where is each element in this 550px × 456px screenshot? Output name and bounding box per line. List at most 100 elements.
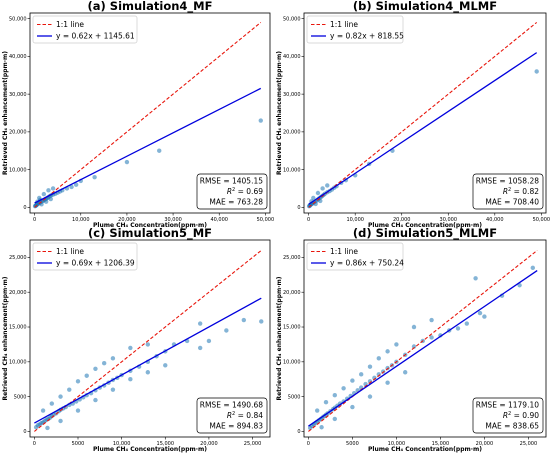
chart-a-xlabel: Plume CH₄ Concentration(ppm·m) xyxy=(93,222,207,229)
chart-d-point-56 xyxy=(319,425,324,430)
chart-a-stats-r2-symbol: R xyxy=(227,187,232,196)
chart-c-ytick-label-2: 10,000 xyxy=(9,360,27,366)
chart-d-stats-box xyxy=(472,397,544,434)
chart-a-point-33 xyxy=(46,188,51,193)
chart-a-legend-box xyxy=(32,15,138,44)
chart-c-point-46 xyxy=(67,387,72,392)
chart-c-point-37 xyxy=(197,345,203,351)
chart-d-ytick-label-5: 25,000 xyxy=(283,255,301,261)
chart-d-point-43 xyxy=(530,265,535,271)
chart-d-point-50 xyxy=(367,364,373,369)
chart-d-stats-mae: MAE = 838.65 xyxy=(485,422,539,431)
chart-c-point-61 xyxy=(163,363,168,368)
chart-b-fit-line xyxy=(308,52,538,205)
chart-a-stats-r2-exponent: 2 xyxy=(232,187,235,193)
chart-a-ytick-label-2: 20,000 xyxy=(9,130,27,136)
chart-d-ylabel: Retrieved CH₄ enhancement(ppm·m) xyxy=(276,276,283,400)
chart-a-point-24 xyxy=(69,184,74,190)
chart-c-ylabel: Retrieved CH₄ enhancement(ppm·m) xyxy=(2,276,9,400)
chart-d-point-51 xyxy=(376,356,381,361)
chart-d-point-46 xyxy=(332,393,337,398)
chart-c-point-52 xyxy=(128,345,133,351)
chart-b-one-to-one-line xyxy=(308,22,538,208)
chart-b-stats-r2-symbol: R xyxy=(503,187,508,196)
chart-c-point-43 xyxy=(40,408,46,413)
chart-a-xtick-label-1: 10,000 xyxy=(72,217,90,223)
chart-c-stats-box xyxy=(196,397,268,434)
chart-b-xtick-label-4: 40,000 xyxy=(486,217,504,223)
chart-a-ytick-label-4: 40,000 xyxy=(9,54,27,60)
chart-d-xtick-label-3: 15,000 xyxy=(432,441,450,447)
chart-a-ytick-label-0: 0 xyxy=(23,205,26,211)
chart-a-xtick-label-5: 50,000 xyxy=(257,217,275,223)
chart-c-point-38 xyxy=(197,321,203,326)
chart-b-stats-box xyxy=(472,173,544,210)
chart-b-ytick-label-3: 30,000 xyxy=(283,92,301,98)
chart-d-fit-line xyxy=(308,270,538,427)
chart-b-ytick-label-2: 20,000 xyxy=(283,130,301,136)
chart-b-stats-r2-exponent: 2 xyxy=(508,187,511,193)
chart-b-xtick-label-1: 10,000 xyxy=(346,217,364,223)
chart-c-stats-mae: MAE = 894.83 xyxy=(209,422,263,431)
chart-c-xtick-label-4: 20,000 xyxy=(200,441,218,447)
chart-b-point-27 xyxy=(311,195,316,201)
chart-d-stats-r2-value: = 0.90 xyxy=(511,411,539,420)
chart-d-point-53 xyxy=(394,342,399,347)
chart-b-ytick-label-0: 0 xyxy=(297,205,300,211)
chart-d-point-54 xyxy=(411,324,417,330)
chart-d-xtick-label-4: 20,000 xyxy=(476,441,494,447)
chart-d-point-31 xyxy=(411,344,417,349)
chart-d-xtick-label-0: 0 xyxy=(307,441,310,447)
chart-d-point-59 xyxy=(367,394,373,399)
chart-c-point-59 xyxy=(128,377,133,382)
chart-d-point-48 xyxy=(350,378,355,383)
chart-d-point-42 xyxy=(517,283,522,288)
chart-c-ytick-label-3: 15,000 xyxy=(9,325,27,331)
chart-c-xlabel: Plume CH₄ Concentration(ppm·m) xyxy=(93,446,207,453)
chart-a-stats-rmse: RMSE = 1405.15 xyxy=(200,177,263,186)
chart-d-point-36 xyxy=(455,326,461,331)
chart-d-xlabel: Plume CH₄ Concentration(ppm·m) xyxy=(368,446,482,453)
chart-c-point-48 xyxy=(84,373,89,378)
chart-a-legend-fit-label: y = 0.62x + 1145.61 xyxy=(56,32,135,41)
chart-d-point-52 xyxy=(385,349,390,354)
chart-c-fit-line xyxy=(34,297,262,424)
chart-c-point-47 xyxy=(75,379,81,384)
chart-a-ytick-label-3: 30,000 xyxy=(9,92,27,98)
chart-d-point-61 xyxy=(403,370,408,375)
chart-d-stats-r2-symbol: R xyxy=(503,411,508,420)
chart-a-ytick-label-5: 50,000 xyxy=(9,16,27,22)
chart-a-one-to-one-line xyxy=(34,22,262,208)
chart-a-stats-r2: R2 = 0.69 xyxy=(227,187,263,196)
chart-a-point-32 xyxy=(41,191,47,197)
chart-d-stats-r2-exponent: 2 xyxy=(508,411,511,417)
chart-d-ytick-label-1: 5000 xyxy=(288,394,301,400)
chart-b-ytick-label-4: 40,000 xyxy=(283,54,301,60)
chart-c-stats-r2-symbol: R xyxy=(227,411,232,420)
chart-b-point-30 xyxy=(325,183,330,188)
chart-a-point-36 xyxy=(43,199,49,204)
chart-a-stats-mae: MAE = 763.28 xyxy=(209,198,263,207)
chart-c-stats-r2-exponent: 2 xyxy=(232,411,235,417)
chart-c-one-to-one-line xyxy=(34,250,262,432)
chart-d-point-39 xyxy=(477,310,483,316)
chart-c-frame xyxy=(29,239,271,438)
chart-d-xtick-label-5: 25,000 xyxy=(520,441,538,447)
chart-a-stats-box xyxy=(196,173,268,210)
chart-d-point-55 xyxy=(429,317,434,323)
chart-c-xtick-label-5: 25,000 xyxy=(244,441,262,447)
chart-c-point-54 xyxy=(45,425,50,431)
chart-a-point-30 xyxy=(258,118,263,123)
chart-c-point-56 xyxy=(75,408,81,413)
chart-b-xtick-label-2: 20,000 xyxy=(393,217,411,223)
chart-c-point-58 xyxy=(110,387,116,392)
chart-d-point-40 xyxy=(482,314,487,319)
chart-c-point-50 xyxy=(101,361,107,366)
chart-d-point-45 xyxy=(323,399,329,405)
chart-c-xtick-label-1: 5000 xyxy=(72,441,85,447)
chart-b-legend-box xyxy=(306,15,404,44)
chart-c-legend-one-to-one-label: 1:1 line xyxy=(56,247,84,256)
chart-b-point-32 xyxy=(318,198,323,204)
chart-d-panel: (d) Simulation5_MLMF 0 5000 10,000 15,000 20,… xyxy=(276,226,547,453)
chart-b-ytick-label-5: 50,000 xyxy=(283,16,301,22)
